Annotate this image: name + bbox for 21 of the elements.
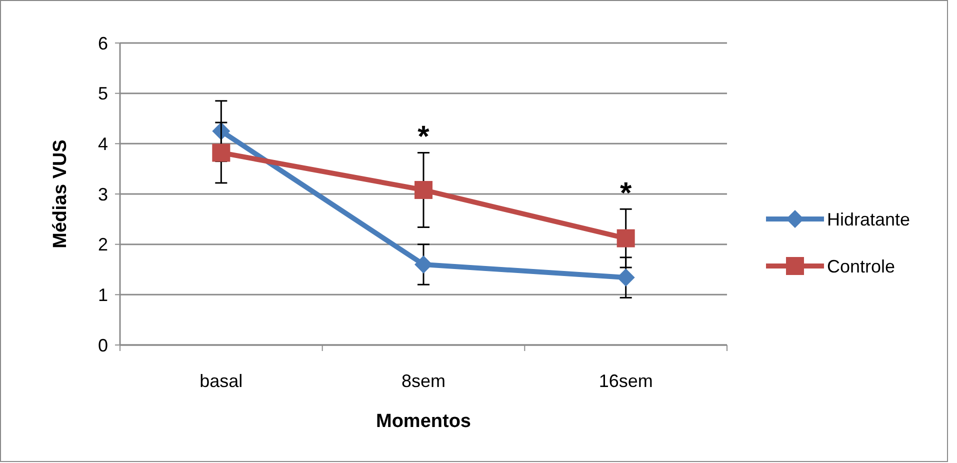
legend-label: Controle xyxy=(827,256,896,276)
y-tick-label: 0 xyxy=(98,335,108,356)
y-tick-label: 3 xyxy=(98,184,108,204)
x-axis-title: Momentos xyxy=(376,411,471,432)
y-tick-label: 6 xyxy=(98,33,108,54)
x-tick-label: basal xyxy=(200,371,243,391)
legend-label: Hidratante xyxy=(827,209,910,230)
point xyxy=(414,255,432,274)
point xyxy=(616,229,635,248)
x-tick-label: 16sem xyxy=(598,371,653,391)
point xyxy=(414,180,432,199)
y-tick-label: 2 xyxy=(98,234,108,255)
annotation: * xyxy=(620,177,632,210)
y-tick-label: 1 xyxy=(98,284,108,305)
y-axis-title: Médias VUS xyxy=(50,140,71,248)
point xyxy=(616,268,635,287)
annotation: * xyxy=(418,120,430,154)
point xyxy=(212,144,230,162)
x-tick-label: 8sem xyxy=(401,371,446,391)
y-tick-label: 5 xyxy=(98,84,108,104)
y-tick-label: 4 xyxy=(98,134,108,154)
